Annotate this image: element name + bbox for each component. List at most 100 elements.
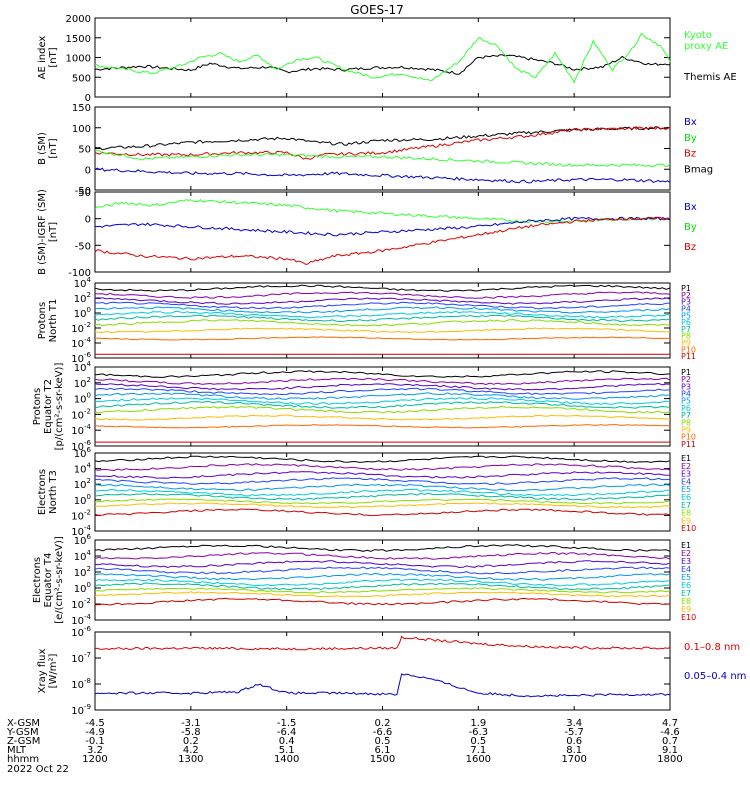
channel-label: E6 <box>681 581 691 590</box>
y-tick-exponent: -6 <box>84 439 92 447</box>
x-column-value: 0.5 <box>375 736 391 747</box>
x-column-value: 4.7 <box>662 718 678 729</box>
y-axis-label-line: AE index <box>37 36 48 80</box>
y-tick-label: 104 <box>74 462 92 476</box>
panel-bigrf: -100 -50 0 50 B (SM)-IGRF (SM)[nT] Bx By Bz <box>37 188 697 279</box>
panel-frame <box>94 17 671 98</box>
y-tick-exponent: -9 <box>84 703 91 711</box>
channel-label: P7 <box>681 411 691 420</box>
x-column-value: 1700 <box>561 754 586 765</box>
y-tick-label: 102 <box>74 291 91 305</box>
series-e3 <box>94 560 671 569</box>
channel-label: E10 <box>681 613 696 622</box>
channel-label: P6 <box>681 318 691 327</box>
x-row-label: 2022 Oct 22 <box>7 764 69 775</box>
y-tick-label: 10-2 <box>71 321 91 335</box>
y-axis-label-line: [p/(cm²-s-sr-keV)] <box>54 363 65 451</box>
y-tick-label: 50 <box>78 188 91 199</box>
x-column-value: 6.1 <box>375 745 391 756</box>
y-axis-label-line: Equator T2 <box>43 379 54 434</box>
y-tick-label: -50 <box>75 241 91 252</box>
panel-frame <box>94 191 671 273</box>
series-p4 <box>94 301 670 310</box>
y-tick-exponent: 6 <box>87 446 92 454</box>
x-column-value: 1500 <box>370 754 395 765</box>
series-e6 <box>94 488 671 497</box>
y-tick-exponent: -4 <box>84 336 92 344</box>
x-column-value: -1.5 <box>277 718 297 729</box>
y-tick-exponent: 2 <box>87 291 91 299</box>
series-bmag <box>94 126 671 151</box>
y-tick-label: 10-4 <box>71 336 91 350</box>
y-tick-label: 104 <box>74 549 92 563</box>
y-tick-label: 2000 <box>66 14 91 25</box>
channel-label: E1 <box>681 454 691 463</box>
series-p6 <box>94 310 671 319</box>
channel-label: P7 <box>681 325 691 334</box>
y-tick-label: 10-8 <box>71 677 91 691</box>
panel-frame <box>94 106 671 191</box>
series-p2 <box>94 291 671 299</box>
y-tick-label: 100 <box>74 581 91 595</box>
series-e5 <box>94 572 671 581</box>
x-row-label: Z-GSM <box>7 736 40 747</box>
series-e5 <box>94 483 671 492</box>
series-e3 <box>94 471 670 479</box>
series-p7 <box>94 314 671 323</box>
y-tick-exponent: -2 <box>84 407 91 415</box>
y-tick-label: 104 <box>74 360 92 374</box>
y-tick-label: 100 <box>74 493 91 507</box>
channel-label: P5 <box>681 311 691 320</box>
channel-label: E8 <box>681 597 691 606</box>
legend-label-line: Bz <box>684 242 696 253</box>
y-tick-exponent: -2 <box>84 508 91 516</box>
y-tick-label: 50 <box>78 145 91 156</box>
channel-label: P3 <box>681 382 691 391</box>
x-column-value: 0.4 <box>279 736 295 747</box>
channel-label: E5 <box>681 573 691 582</box>
y-tick-label: 0 <box>85 93 91 104</box>
channel-label: P4 <box>681 390 691 399</box>
y-axis-label: B (SM)[nT] <box>37 132 59 165</box>
legend-label-line: Bx <box>684 117 697 128</box>
y-tick-exponent: 0 <box>87 493 91 501</box>
x-row-label: Y-GSM <box>6 727 39 738</box>
series-p4 <box>94 387 671 396</box>
y-axis-label-line: B (SM) <box>37 132 48 165</box>
series-p6 <box>94 396 671 405</box>
x-column-value: -4.5 <box>85 718 105 729</box>
y-tick-label: 106 <box>74 533 92 547</box>
y-tick-label: 1000 <box>66 54 91 65</box>
legend-label-line: Themis AE <box>683 72 737 83</box>
series-p3 <box>94 382 671 391</box>
series-0-1-0-8-nm <box>94 635 671 651</box>
y-tick-label: 102 <box>74 565 91 579</box>
y-tick-label: 10-2 <box>71 597 91 611</box>
x-column-value: 0.7 <box>662 736 678 747</box>
x-column-value: 1600 <box>466 754 491 765</box>
y-tick-exponent: -4 <box>84 423 92 431</box>
x-column-value: 0.2 <box>375 718 391 729</box>
channel-label: P9 <box>681 339 691 348</box>
y-tick-label: 100 <box>74 392 91 406</box>
y-axis-label-line: [nT] <box>48 47 59 67</box>
channel-label: E7 <box>681 501 691 510</box>
y-tick-label: -50 <box>75 186 91 197</box>
y-tick-label: 100 <box>72 124 91 135</box>
series-bx <box>94 216 671 237</box>
x-column-value: 0.2 <box>183 736 199 747</box>
series-bz <box>94 216 671 266</box>
series-p1 <box>94 284 671 292</box>
series-e1 <box>94 544 671 552</box>
x-column-value: 4.2 <box>183 745 199 756</box>
x-column-value: 3.2 <box>87 745 103 756</box>
series-e6 <box>94 578 671 587</box>
channel-label: P4 <box>681 304 691 313</box>
channel-label: P6 <box>681 404 691 413</box>
y-tick-exponent: 4 <box>87 549 92 557</box>
x-row-label: X-GSM <box>7 718 40 729</box>
panel-bsm: -50 0 50 100 150 B (SM)[nT] Bx By Bz Bmag <box>37 103 713 197</box>
